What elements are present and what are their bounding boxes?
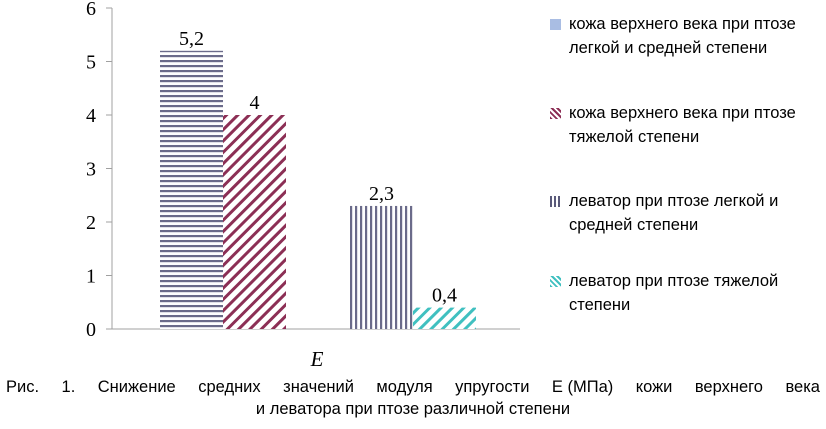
data-label: 2,3	[369, 183, 394, 205]
x-axis-label: E	[310, 347, 324, 371]
caption-word: упругости	[455, 378, 530, 396]
caption-word: 1.	[61, 378, 76, 396]
legend-item: леватор при птозе тяжелой степени	[547, 269, 822, 329]
caption-word: модуля	[376, 378, 433, 396]
y-tick-label: 2	[86, 212, 96, 234]
y-tick-label: 1	[86, 266, 96, 288]
legend-swatch	[550, 196, 561, 207]
bar	[413, 307, 476, 329]
data-label: 0,4	[432, 285, 457, 307]
legend-label: кожа верхнего века при птозе тяжелой сте…	[569, 104, 796, 146]
bar	[223, 115, 286, 329]
legend-label: кожа верхнего века при птозе легкой и ср…	[569, 15, 796, 57]
data-label: 4	[250, 92, 260, 114]
data-label: 5,2	[179, 28, 204, 50]
caption-word: средних	[198, 378, 261, 396]
legend-label: леватор при птозе тяжелой степени	[569, 272, 779, 314]
data-labels-group: 5,2 4 2,3 0,4	[179, 28, 457, 307]
legend-swatch	[550, 19, 561, 30]
y-tick-label: 5	[86, 52, 96, 74]
y-tick-label: 3	[86, 159, 96, 181]
bar-chart: 0 1 2 3 4 5 6 5,2 4 2,3 0,4 E	[86, 0, 520, 371]
legend-item: леватор при птозе легкой и средней степе…	[547, 189, 822, 269]
legend-swatch	[550, 276, 561, 287]
y-tick-label: 4	[86, 105, 96, 127]
caption-word: верхнего	[694, 378, 763, 396]
y-tick-label: 6	[86, 0, 96, 20]
legend-item: кожа верхнего века при птозе тяжелой сте…	[547, 101, 822, 189]
caption-line-2: и леватора при птозе различной степени	[255, 400, 571, 418]
bar	[160, 50, 223, 330]
caption-word: Снижение	[97, 378, 176, 396]
caption-word: века	[785, 378, 820, 396]
caption-line-1: Рис. 1. Снижение средних значений модуля…	[0, 376, 826, 398]
legend-item: кожа верхнего века при птозе легкой и ср…	[547, 12, 822, 84]
caption-word: кожи	[635, 378, 673, 396]
caption-word: Рис.	[6, 378, 40, 396]
caption-word: E (МПа)	[551, 378, 614, 396]
bars-group	[160, 50, 476, 330]
caption-word: значений	[283, 378, 354, 396]
figure-caption: Рис. 1. Снижение средних значений модуля…	[0, 376, 826, 420]
legend-label: леватор при птозе легкой и средней степе…	[569, 192, 779, 234]
legend: кожа верхнего века при птозе легкой и ср…	[547, 12, 822, 329]
y-tick-label: 0	[86, 319, 96, 341]
legend-swatch	[550, 108, 561, 119]
bar	[350, 205, 413, 329]
